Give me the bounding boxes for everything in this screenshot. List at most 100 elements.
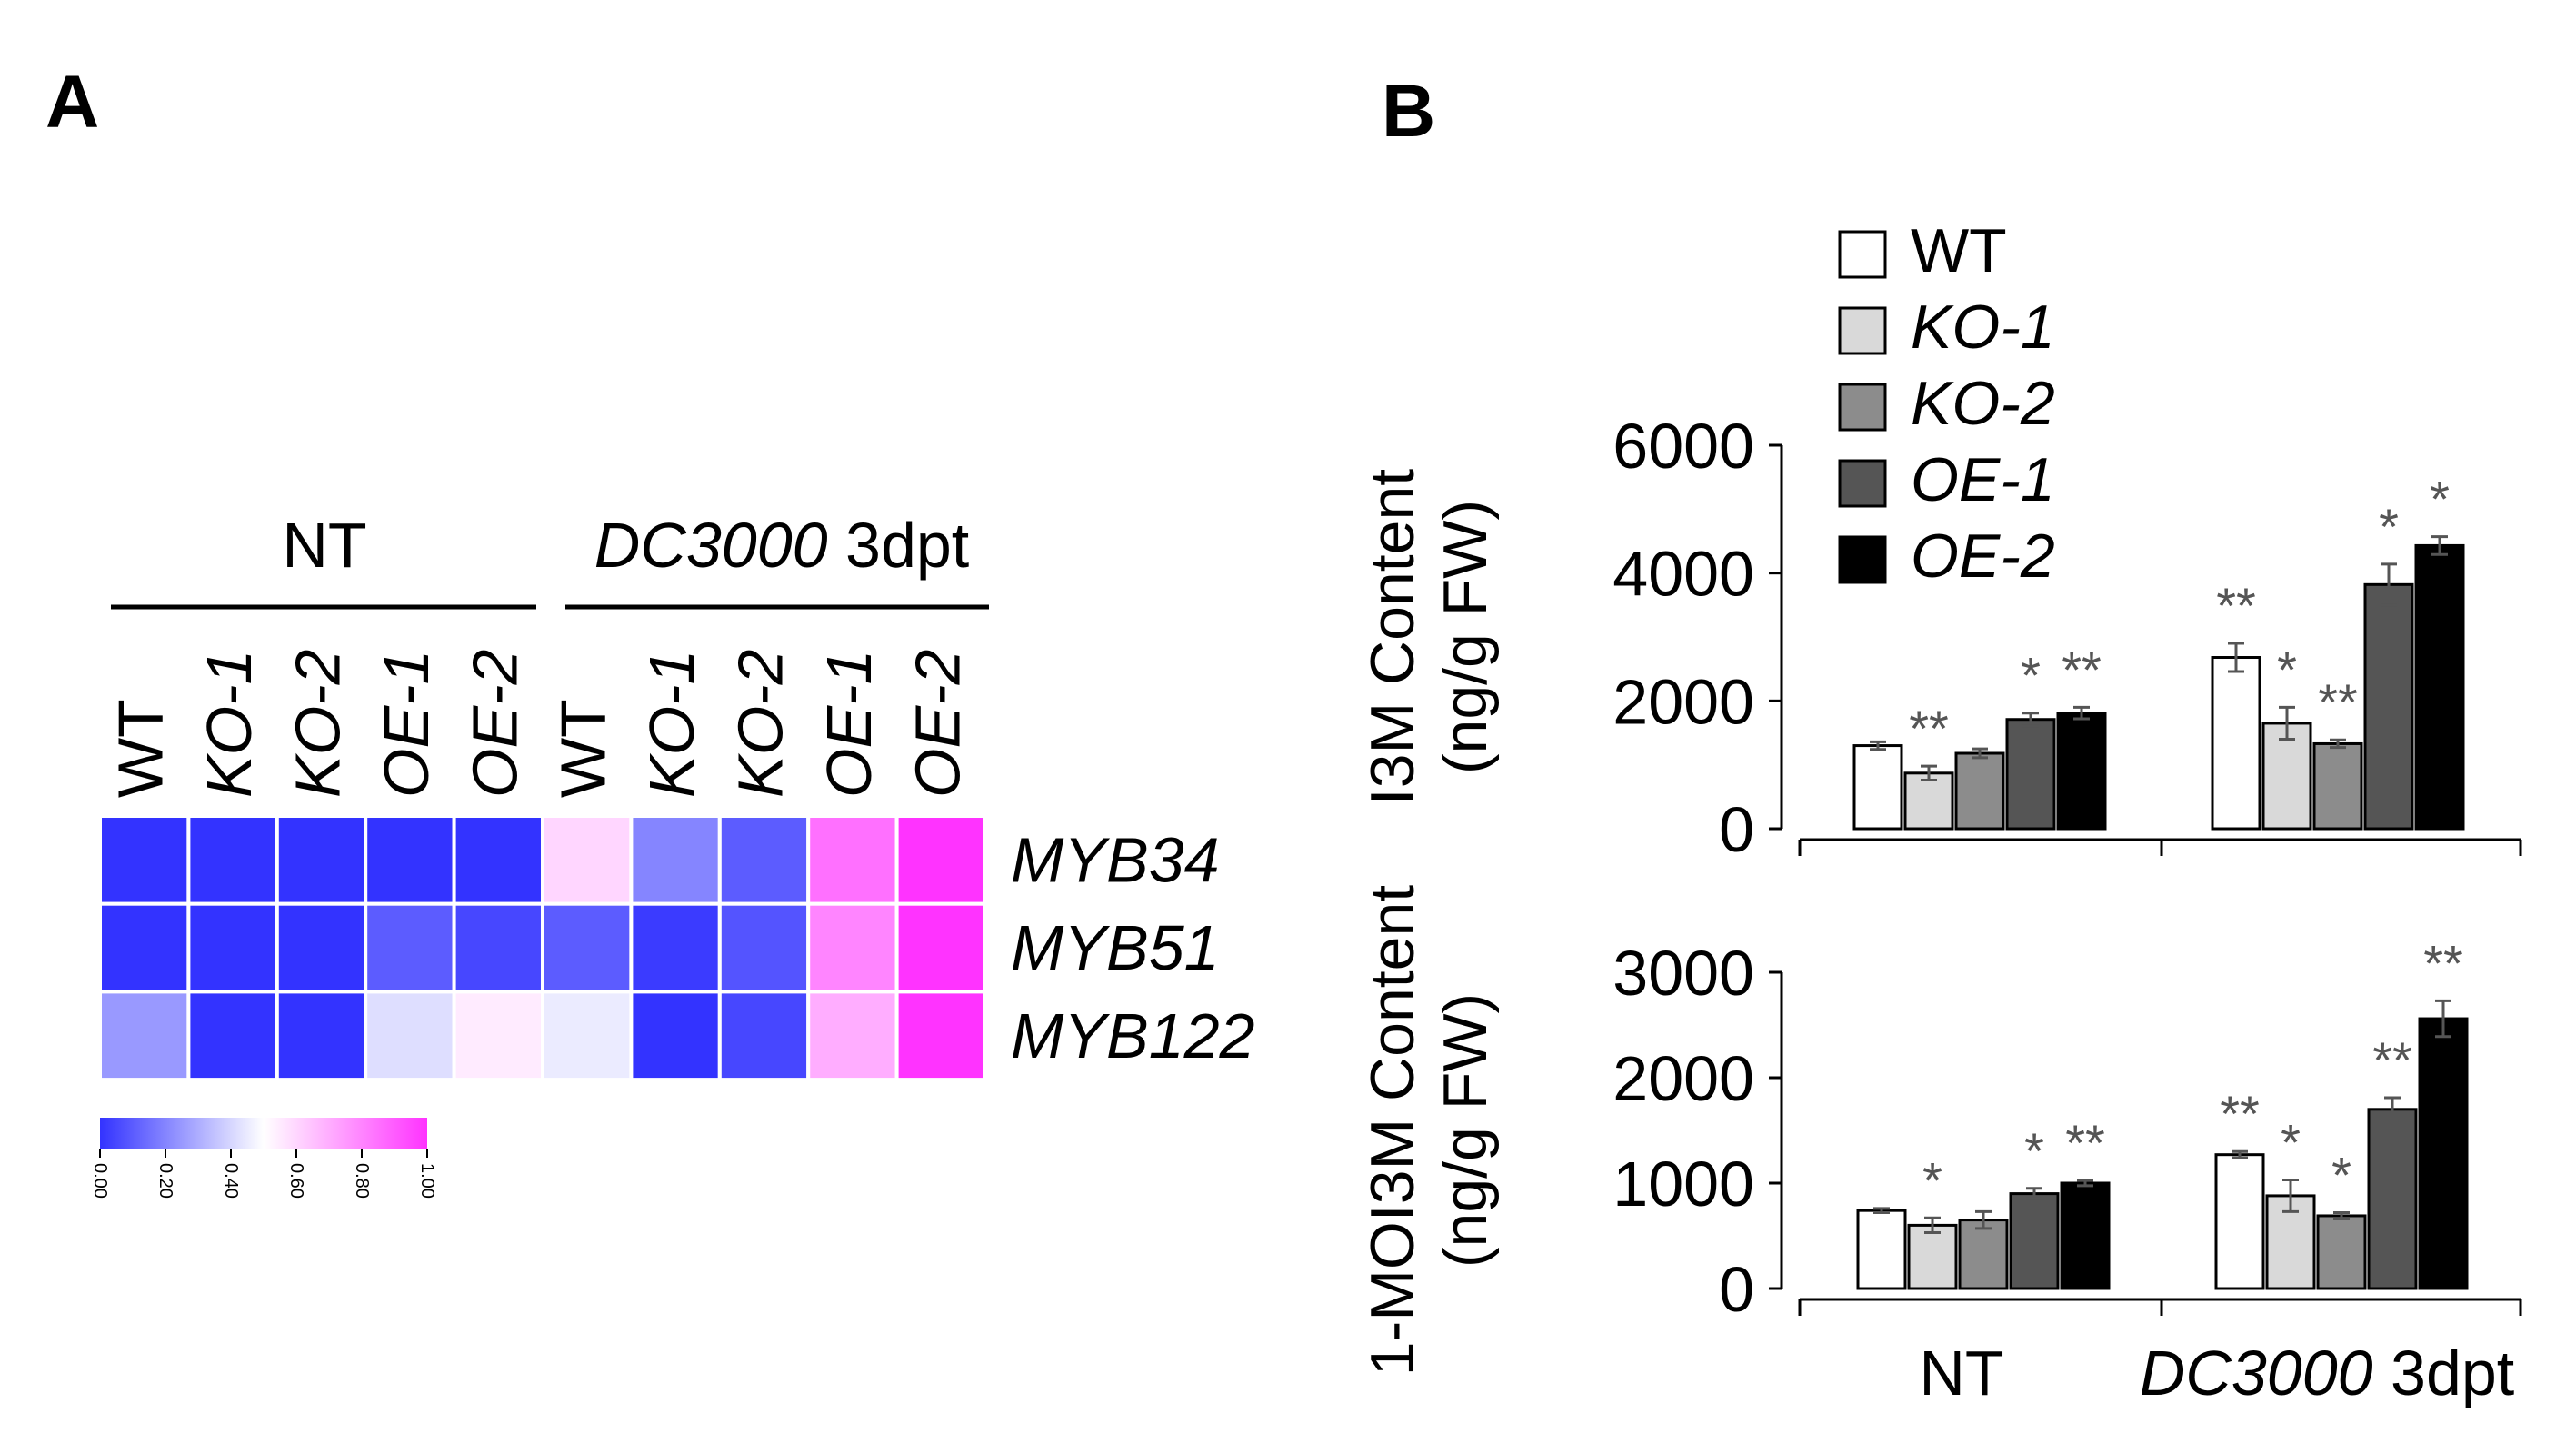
bar	[2363, 582, 2414, 831]
legend-label: OE-2	[1911, 522, 2055, 591]
colorbar-tick-label: 0.60	[286, 1163, 306, 1199]
significance-label: *	[2277, 641, 2297, 698]
heatmap-column-label: KO-2	[725, 650, 796, 798]
colorbar-tick-label: 1.00	[417, 1163, 437, 1199]
significance-label: **	[2216, 577, 2256, 634]
legend-swatch	[1838, 230, 1887, 279]
x-category-label: NT	[1919, 1338, 2003, 1408]
y-tick-label: 1000	[1612, 1149, 1754, 1219]
heatmap-group-nt: NT	[282, 510, 366, 581]
heatmap-cell	[541, 814, 634, 906]
significance-label: *	[2379, 498, 2399, 555]
bar	[2060, 1181, 2111, 1290]
heatmap-cell	[806, 901, 899, 994]
heatmap-group-dc3000: DC3000 3dpt	[594, 510, 970, 581]
heatmap-cell	[541, 990, 634, 1082]
y-axis-label-units: (ng/g FW)	[1431, 993, 1500, 1268]
heatmap-column-label: OE-2	[459, 650, 530, 798]
colorbar-tick-label: 0.20	[155, 1163, 175, 1199]
y-axis-label-units: (ng/g FW)	[1431, 500, 1500, 774]
legend-label: OE-1	[1911, 445, 2055, 514]
significance-label: **	[2372, 1031, 2412, 1089]
legend-label: KO-1	[1911, 293, 2055, 362]
heatmap-cell	[806, 814, 899, 906]
bar	[2261, 722, 2312, 831]
heatmap-cell	[894, 901, 987, 994]
heatmap-colorbar: 0.00 0.20 0.40 0.60 0.80 1.00	[90, 1118, 437, 1199]
legend-swatch	[1838, 459, 1887, 508]
bar	[1954, 751, 2005, 831]
heatmap-column-label: WT	[105, 699, 176, 798]
colorbar-bar	[100, 1118, 427, 1149]
y-tick-label: 2000	[1612, 1043, 1754, 1114]
significance-label: **	[2423, 934, 2463, 991]
heatmap-cell	[541, 901, 634, 994]
y-axis-label: 1-MOI3M Content	[1358, 885, 1427, 1377]
bar	[2214, 1153, 2265, 1290]
heatmap-cell	[452, 990, 545, 1082]
significance-label: **	[2220, 1085, 2260, 1142]
heatmap-cell	[452, 901, 545, 994]
bar	[2414, 543, 2465, 831]
heatmap-cell	[894, 990, 987, 1082]
panel-label-b: B	[1382, 70, 1435, 153]
panel-label-a: A	[45, 61, 99, 144]
heatmap-cell	[894, 814, 987, 906]
heatmap-cell	[186, 814, 279, 906]
bar	[2367, 1108, 2418, 1290]
x-category-label: DC3000 3dpt	[2140, 1338, 2515, 1408]
heatmap-cell	[275, 990, 368, 1082]
legend-swatch	[1838, 383, 1887, 432]
heatmap-cell	[98, 990, 191, 1082]
significance-label: *	[1922, 1151, 1942, 1209]
y-tick-label: 3000	[1612, 938, 1754, 1009]
significance-label: *	[2021, 647, 2041, 704]
significance-label: **	[2062, 641, 2102, 698]
heatmap-cell	[806, 990, 899, 1082]
heatmap-cell	[629, 814, 722, 906]
heatmap-cell	[364, 814, 456, 906]
heatmap-row-label: MYB122	[1011, 1000, 1254, 1071]
colorbar-tick-label: 0.80	[352, 1163, 372, 1199]
heatmap-cell	[275, 814, 368, 906]
significance-label: *	[2281, 1114, 2301, 1171]
x-category-label-plain: 3dpt	[2373, 1338, 2515, 1408]
heatmap-cell	[629, 990, 722, 1082]
heatmap-column-label: WT	[548, 699, 619, 798]
heatmap-column-label: KO-2	[283, 650, 354, 798]
heatmap-cell	[717, 814, 811, 906]
heatmap-cell	[717, 901, 811, 994]
heatmap-cell	[717, 990, 811, 1082]
heatmap-cell	[98, 901, 191, 994]
heatmap: NT DC3000 3dpt WT KO-1 KO-2 OE-1 OE-2 WT KO-1 K…	[90, 510, 1254, 1199]
colorbar-tick-label: 0.00	[90, 1163, 110, 1199]
legend-swatch	[1838, 306, 1887, 355]
heatmap-column-labels: WT KO-1 KO-2 OE-1 OE-2 WT KO-1 KO-2 OE-1 OE-2	[105, 650, 973, 798]
significance-label: **	[2318, 673, 2358, 731]
heatmap-row-label: MYB51	[1011, 912, 1220, 983]
heatmap-column-label: OE-1	[371, 650, 442, 798]
heatmap-column-label: KO-1	[194, 650, 265, 798]
significance-label: *	[2430, 471, 2450, 528]
heatmap-cell	[98, 814, 191, 906]
bar	[1852, 744, 1903, 831]
significance-label: *	[2331, 1146, 2351, 1203]
heatmap-column-label: OE-1	[814, 650, 884, 798]
bar	[2056, 712, 2107, 831]
x-category-label-plain: NT	[1919, 1338, 2003, 1408]
bar	[2009, 1192, 2060, 1290]
y-tick-label: 6000	[1612, 411, 1754, 482]
bar	[1958, 1219, 2009, 1290]
heatmap-column-label: KO-1	[636, 650, 707, 798]
heatmap-cell	[629, 901, 722, 994]
significance-label: *	[2024, 1122, 2044, 1179]
y-tick-label: 4000	[1612, 539, 1754, 610]
colorbar-tick-label: 0.40	[221, 1163, 241, 1199]
bar	[2418, 1017, 2469, 1290]
x-category-label-italic: DC3000	[2140, 1338, 2373, 1408]
heatmap-cell	[364, 901, 456, 994]
y-axis-label: I3M Content	[1358, 469, 1427, 806]
